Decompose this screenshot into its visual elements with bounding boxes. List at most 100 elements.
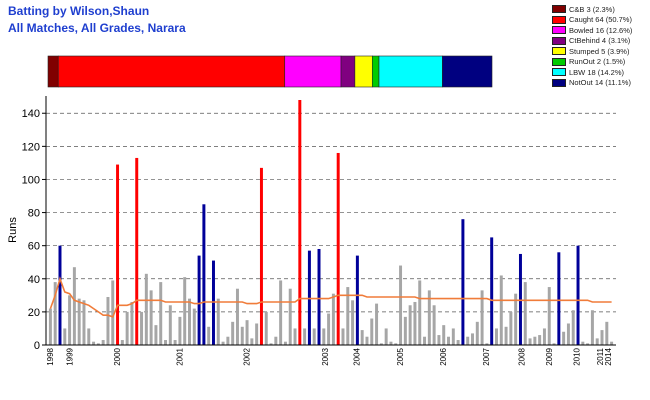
innings-bar <box>154 325 158 345</box>
innings-bar <box>370 318 374 345</box>
legend-label: CtBehind 4 (3.1%) <box>569 36 631 46</box>
innings-bar <box>538 335 542 345</box>
chart-subtitle: All Matches, All Grades, Narara <box>8 21 186 35</box>
innings-bar <box>269 343 273 345</box>
innings-bar <box>245 320 249 345</box>
year-label: 2005 <box>396 347 405 365</box>
innings-bar <box>259 167 263 345</box>
innings-bar <box>240 326 244 345</box>
innings-bar <box>403 316 407 345</box>
innings-bar <box>159 282 163 345</box>
innings-bar <box>375 303 379 345</box>
innings-bar <box>552 343 556 345</box>
innings-bar <box>48 308 52 345</box>
innings-bar <box>384 328 388 345</box>
y-axis-label: Runs <box>7 217 19 243</box>
y-tick-label: 100 <box>22 174 40 186</box>
innings-bar <box>312 328 316 345</box>
innings-bar <box>106 296 110 345</box>
year-label: 2014 <box>604 347 613 365</box>
year-label: 2011 <box>596 347 605 365</box>
legend-label: Stumped 5 (3.9%) <box>569 46 630 56</box>
breakdown-segment <box>340 55 356 88</box>
legend-swatch <box>552 78 566 87</box>
innings-bar <box>283 341 287 345</box>
innings-bar <box>485 343 489 345</box>
innings-bar <box>216 298 220 345</box>
innings-bar <box>490 237 494 345</box>
dismissal-breakdown-bar <box>47 55 493 88</box>
innings-bar <box>571 310 575 345</box>
year-label: 2009 <box>545 347 554 365</box>
innings-bar <box>437 335 441 345</box>
innings-bar <box>188 298 191 345</box>
innings-bar <box>317 248 321 345</box>
innings-bar <box>144 273 148 345</box>
innings-bar <box>576 245 580 345</box>
legend-item: C&B 3 (2.3%) <box>552 4 648 15</box>
innings-bar <box>394 343 398 345</box>
innings-bar <box>427 290 431 345</box>
innings-bar <box>610 341 614 345</box>
grid-lines <box>46 112 616 313</box>
innings-bar <box>53 282 57 345</box>
y-tick-label: 80 <box>28 208 40 220</box>
innings-bar <box>87 328 91 345</box>
legend-item: Bowled 16 (12.6%) <box>552 25 648 36</box>
innings-bar <box>518 253 522 345</box>
legend-label: Caught 64 (50.7%) <box>569 15 632 25</box>
legend-label: C&B 3 (2.3%) <box>569 4 615 14</box>
innings-bar <box>264 311 268 345</box>
innings-bar <box>418 280 422 345</box>
year-label: 2003 <box>321 347 330 365</box>
year-label: 2002 <box>243 347 252 365</box>
y-tick-label: 140 <box>22 108 40 120</box>
innings-bar <box>173 340 177 345</box>
innings-bar <box>68 295 72 345</box>
innings-bar <box>581 341 585 345</box>
innings-bar <box>605 321 609 345</box>
innings-bar <box>274 336 278 345</box>
legend-swatch <box>552 26 566 35</box>
innings-bar <box>533 336 537 345</box>
innings-bar <box>423 336 427 345</box>
breakdown-segment <box>354 55 373 88</box>
innings-bar <box>96 343 100 345</box>
innings-bar <box>125 311 129 345</box>
year-label: 2007 <box>482 347 491 365</box>
innings-bar <box>130 301 134 345</box>
legend-item: Caught 64 (50.7%) <box>552 15 648 26</box>
innings-bar <box>149 290 153 345</box>
innings-bar <box>466 336 470 345</box>
legend-label: NotOut 14 (11.1%) <box>569 78 631 88</box>
year-label: 2004 <box>353 347 362 365</box>
innings-bar <box>207 326 211 345</box>
innings-bar <box>331 293 335 345</box>
innings-bar <box>92 341 96 345</box>
innings-bar <box>557 252 561 345</box>
innings-bar <box>327 313 331 345</box>
chart-title: Batting by Wilson,Shaun <box>8 4 150 18</box>
innings-bar <box>288 288 292 345</box>
innings-bar <box>346 287 350 345</box>
innings-bar <box>231 321 235 345</box>
breakdown-segment <box>378 55 443 88</box>
innings-bars <box>48 100 614 345</box>
year-label: 2006 <box>439 347 448 365</box>
legend-swatch <box>552 5 566 14</box>
innings-bar <box>461 219 465 345</box>
innings-bar <box>336 152 340 345</box>
innings-bar <box>192 308 196 345</box>
innings-bar <box>82 300 86 345</box>
innings-bar <box>183 277 187 345</box>
innings-bar <box>365 336 369 345</box>
innings-bar <box>168 305 172 345</box>
innings-bar <box>595 338 599 345</box>
innings-bar <box>566 323 570 345</box>
innings-bar <box>279 280 283 345</box>
y-tick-label: 20 <box>28 307 40 319</box>
innings-bar <box>226 336 230 345</box>
innings-bar <box>111 280 115 345</box>
innings-bar <box>140 311 144 345</box>
